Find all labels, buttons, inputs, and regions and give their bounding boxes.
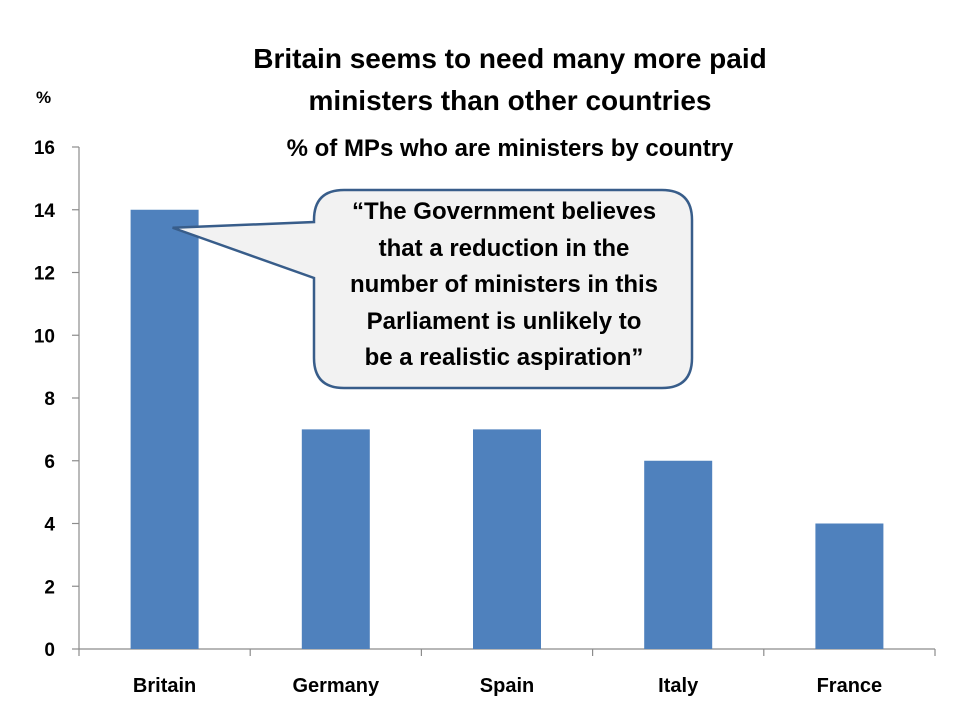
- x-category-label: Britain: [133, 675, 196, 697]
- chart-title-line-2: ministers than other countries: [308, 85, 712, 116]
- x-category-label: Germany: [292, 675, 380, 697]
- callout-line-3: number of ministers in this: [349, 271, 659, 298]
- y-tick-label: 16: [34, 138, 55, 159]
- x-category-label: France: [817, 675, 883, 697]
- callout-bubble: [172, 188, 694, 390]
- callout-quote: “The Government believes that a reductio…: [314, 194, 694, 377]
- y-tick-label: 12: [34, 264, 55, 285]
- chart-bars: [130, 209, 884, 649]
- callout-line-1: “The Government believes: [351, 198, 657, 225]
- chart-title-line-1: Britain seems to need many more paid: [253, 43, 767, 74]
- bar-italy: [644, 460, 713, 649]
- y-tick-label: 0: [44, 640, 55, 661]
- y-tick-label: 6: [44, 452, 55, 473]
- callout-line-4: Parliament is unlikely to: [366, 307, 642, 335]
- bar-britain: [130, 209, 199, 649]
- x-category-label: Italy: [658, 675, 699, 697]
- y-tick-label: 2: [44, 577, 55, 598]
- callout-bubble-shape: [172, 188, 694, 390]
- bar-france: [815, 523, 884, 649]
- y-tick-label: 8: [44, 389, 55, 410]
- y-tick-label: 10: [34, 326, 55, 347]
- callout-line-2: that a reduction in the: [378, 234, 630, 262]
- y-tick-label: 14: [34, 201, 56, 222]
- x-category-label: Spain: [480, 675, 534, 697]
- callout-line-5: be a realistic aspiration”: [364, 344, 644, 371]
- chart-title: Britain seems to need many more paid min…: [170, 38, 850, 122]
- chart-labels: 0 2 4 6 8 10 12 14 16 Britain Germany Spain Italy Fra…: [34, 138, 882, 697]
- y-axis-unit-label: %: [36, 88, 52, 107]
- y-tick-label: 4: [44, 515, 55, 536]
- chart-subtitle: % of MPs who are ministers by country: [286, 135, 734, 162]
- bar-spain: [473, 429, 541, 649]
- bar-germany: [301, 429, 370, 649]
